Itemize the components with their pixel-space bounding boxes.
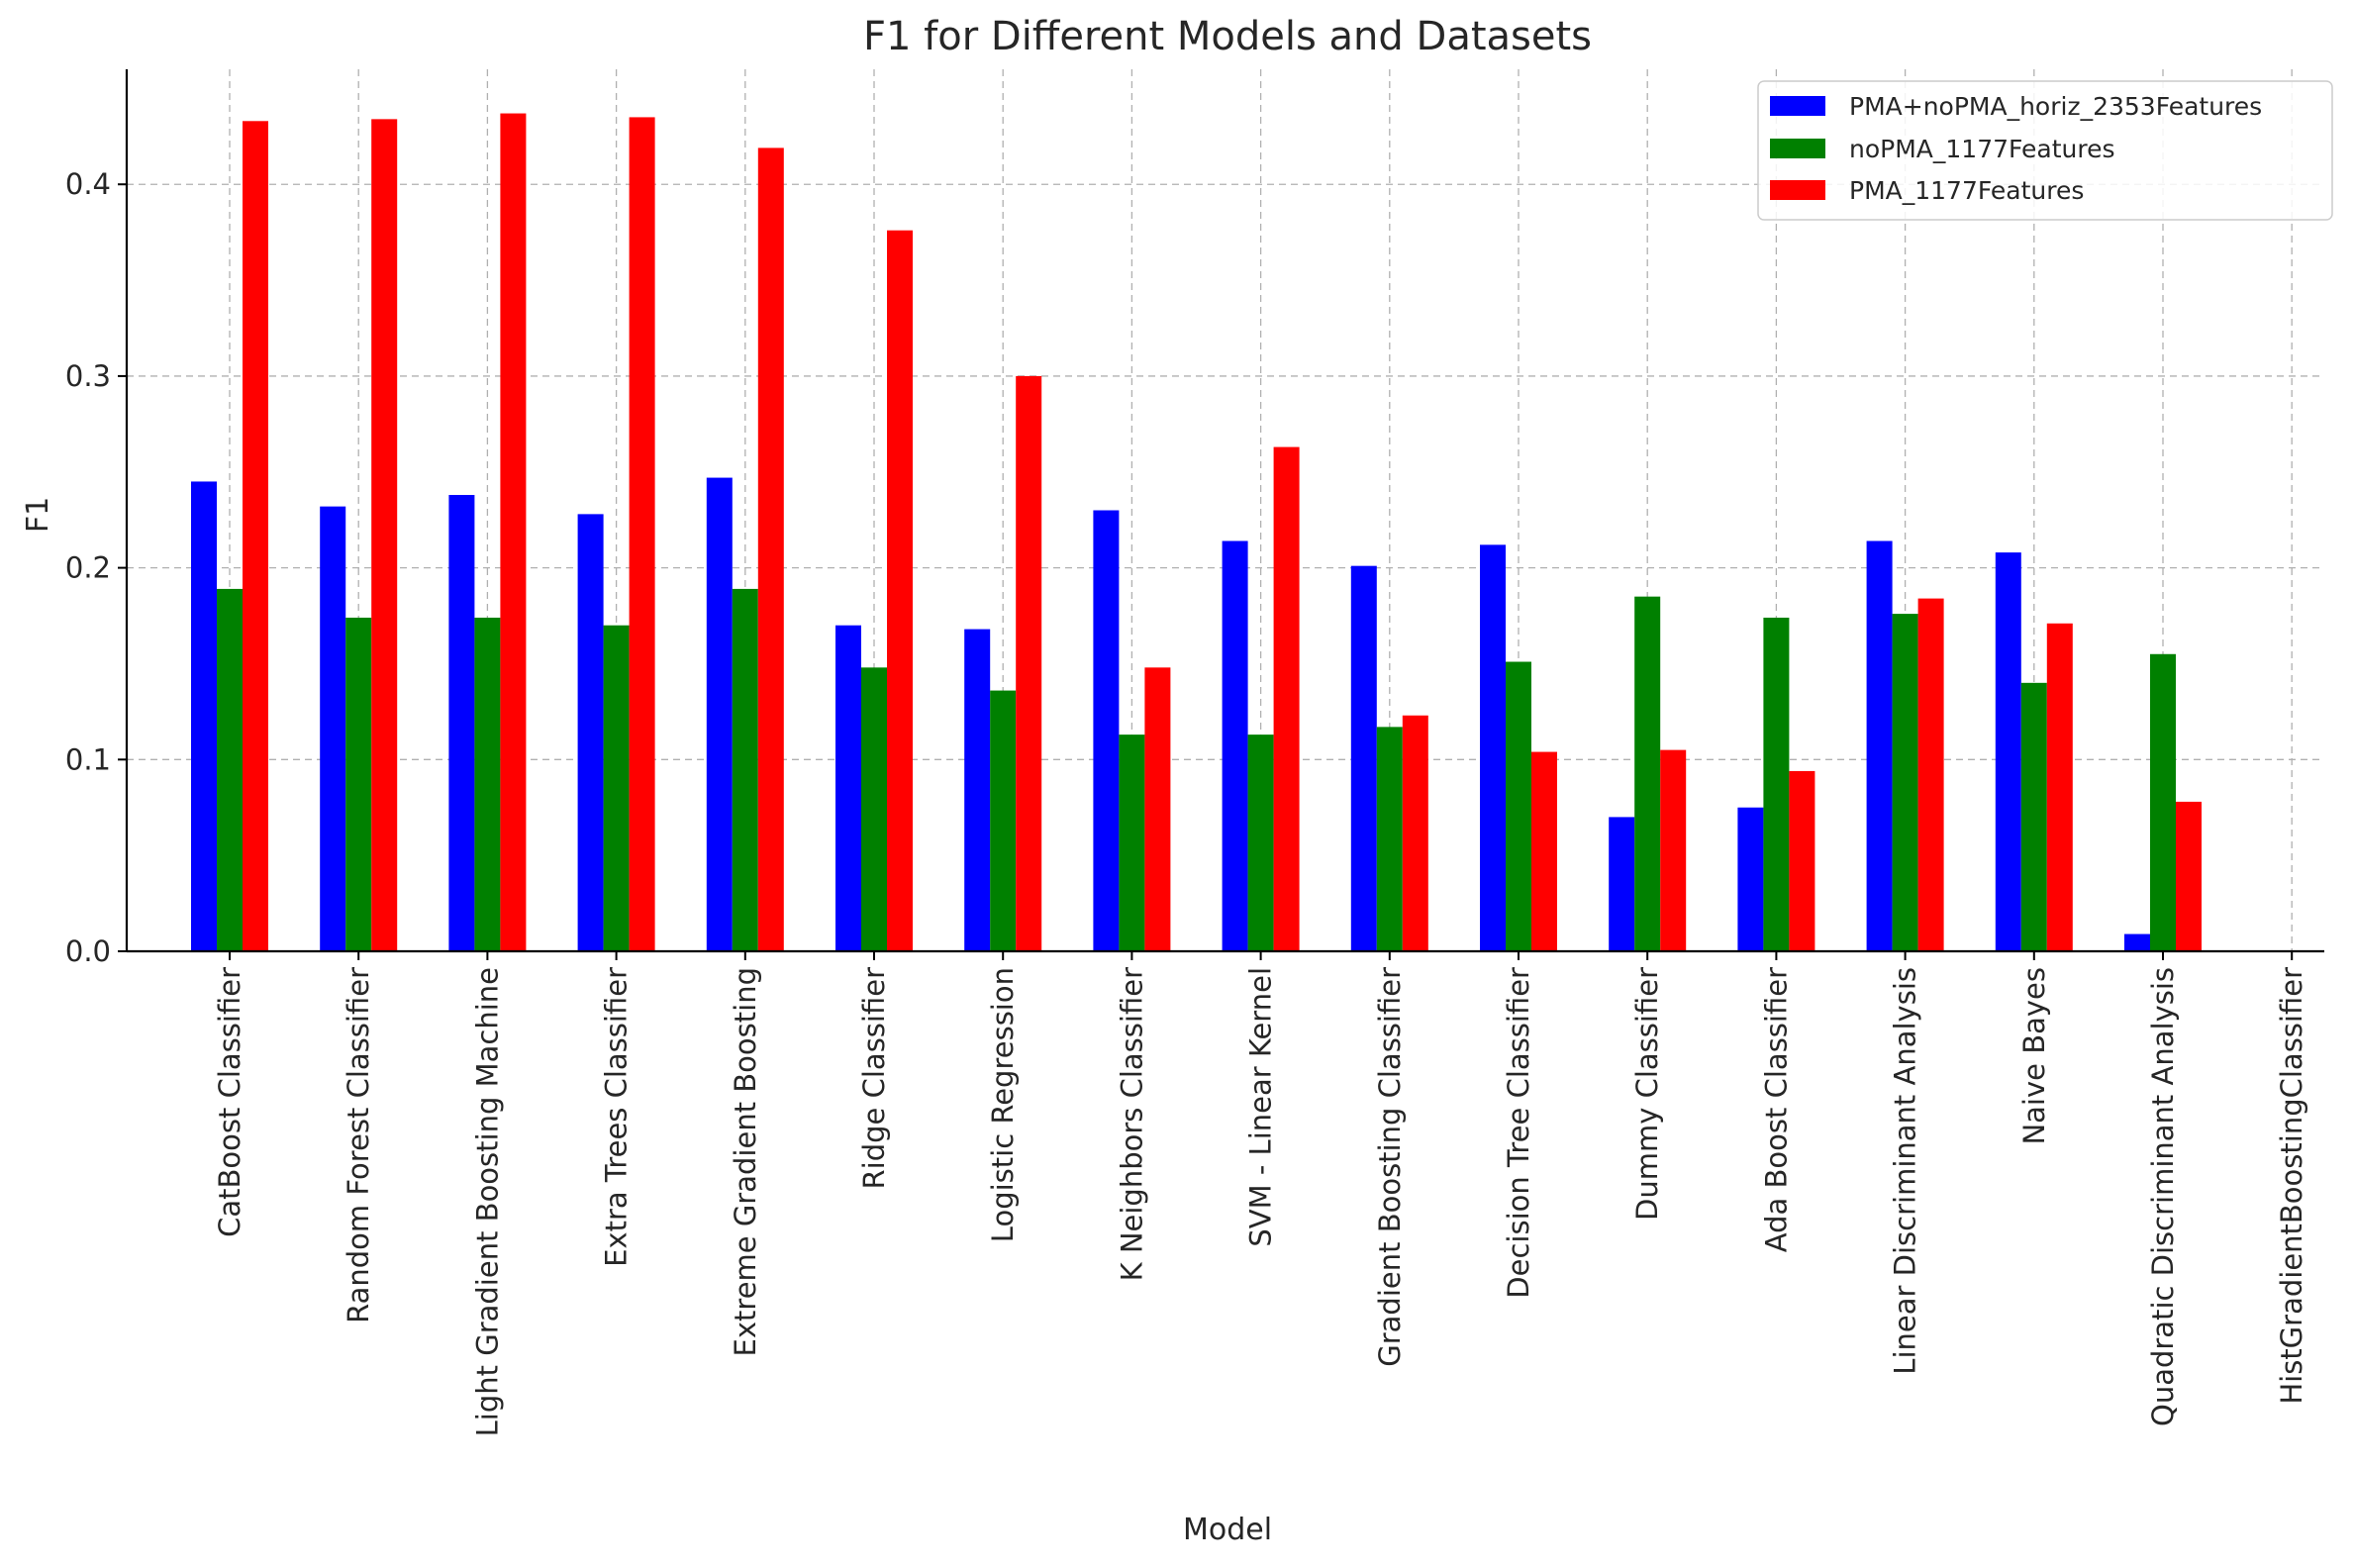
- chart-title: F1 for Different Models and Datasets: [863, 14, 1592, 59]
- y-tick-label: 0.3: [65, 359, 111, 393]
- x-tick-label: Random Forest Classifier: [342, 967, 375, 1323]
- bar-PMA_1177Features-12: [1789, 770, 1815, 951]
- x-tick-label: Logistic Regression: [986, 967, 1020, 1242]
- bar-PMA+noPMA_horiz_2353Features-14: [1995, 552, 2021, 951]
- bar-noPMA_1177Features-11: [1634, 596, 1661, 951]
- bar-noPMA_1177Features-4: [732, 588, 758, 951]
- bar-PMA_1177Features-0: [243, 121, 268, 951]
- x-tick-label: Ada Boost Classifier: [1759, 967, 1793, 1252]
- x-tick-label: Ridge Classifier: [857, 967, 891, 1190]
- bar-noPMA_1177Features-8: [1247, 735, 1274, 951]
- axis-layer: [125, 69, 2324, 953]
- legend-entry-2: PMA_1177Features: [1770, 176, 2084, 205]
- bar-layer: [191, 113, 2202, 952]
- bar-PMA_1177Features-3: [629, 117, 655, 952]
- bar-noPMA_1177Features-6: [990, 690, 1017, 951]
- bar-PMA_1177Features-15: [2176, 801, 2202, 951]
- bar-PMA_1177Features-7: [1144, 667, 1171, 951]
- x-tick-label: Extra Trees Classifier: [600, 967, 634, 1267]
- x-tick-label: K Neighbors Classifier: [1115, 967, 1148, 1281]
- bar-PMA_1177Features-14: [2046, 623, 2073, 951]
- bar-PMA+noPMA_horiz_2353Features-3: [577, 514, 604, 951]
- bar-PMA+noPMA_horiz_2353Features-15: [2124, 933, 2150, 951]
- bar-PMA_1177Features-1: [371, 119, 398, 952]
- bar-PMA_1177Features-2: [500, 113, 527, 952]
- bar-noPMA_1177Features-7: [1119, 735, 1145, 951]
- x-tick-layer: CatBoost Classifier Random Forest Classif…: [213, 951, 2308, 1436]
- x-tick-label: Dummy Classifier: [1630, 967, 1664, 1221]
- bar-PMA_1177Features-9: [1402, 715, 1428, 951]
- bar-PMA+noPMA_horiz_2353Features-4: [706, 477, 733, 951]
- legend-swatch-red: [1770, 180, 1825, 200]
- bar-PMA+noPMA_horiz_2353Features-11: [1609, 817, 1635, 951]
- x-tick-label: Decision Tree Classifier: [1502, 967, 1535, 1299]
- bar-noPMA_1177Features-9: [1376, 727, 1403, 951]
- bar-PMA+noPMA_horiz_2353Features-5: [835, 625, 861, 951]
- legend: PMA+noPMA_horiz_2353Features noPMA_1177F…: [1757, 80, 2333, 221]
- bar-PMA_1177Features-10: [1531, 751, 1557, 951]
- bar-PMA+noPMA_horiz_2353Features-13: [1866, 540, 1893, 951]
- bar-PMA+noPMA_horiz_2353Features-1: [320, 506, 346, 951]
- legend-label: PMA_1177Features: [1849, 176, 2084, 205]
- bar-noPMA_1177Features-1: [345, 617, 372, 951]
- bar-PMA+noPMA_horiz_2353Features-9: [1350, 565, 1377, 951]
- bar-PMA_1177Features-8: [1273, 446, 1300, 951]
- x-tick-label: Extreme Gradient Boosting: [729, 967, 762, 1356]
- x-tick-label: Naive Bayes: [2017, 967, 2051, 1145]
- bar-PMA+noPMA_horiz_2353Features-10: [1480, 544, 1506, 951]
- bar-PMA_1177Features-6: [1016, 375, 1042, 951]
- bar-PMA+noPMA_horiz_2353Features-2: [448, 495, 475, 951]
- bar-noPMA_1177Features-3: [603, 625, 630, 951]
- bar-noPMA_1177Features-5: [861, 667, 887, 951]
- x-tick-label: Linear Discriminant Analysis: [1889, 967, 1922, 1375]
- bar-noPMA_1177Features-10: [1506, 661, 1531, 951]
- x-tick-label: Light Gradient Boosting Machine: [470, 967, 504, 1436]
- bar-PMA_1177Features-13: [1917, 598, 1944, 951]
- bar-noPMA_1177Features-12: [1763, 617, 1790, 951]
- bar-noPMA_1177Features-0: [217, 588, 243, 951]
- bar-noPMA_1177Features-2: [474, 617, 501, 951]
- x-tick-label: Gradient Boosting Classifier: [1373, 967, 1407, 1367]
- bar-noPMA_1177Features-14: [2020, 682, 2047, 951]
- legend-entry-0: PMA+noPMA_horiz_2353Features: [1770, 92, 2262, 121]
- legend-frame: [1757, 80, 2333, 221]
- bar-PMA+noPMA_horiz_2353Features-8: [1222, 540, 1248, 951]
- x-tick-label: SVM - Linear Kernel: [1244, 967, 1278, 1247]
- x-tick-label: CatBoost Classifier: [213, 967, 246, 1237]
- y-tick-layer: 0.0 0.1 0.2 0.3 0.4: [65, 167, 127, 968]
- legend-swatch-green: [1770, 139, 1825, 158]
- y-tick-label: 0.2: [65, 551, 111, 585]
- bar-noPMA_1177Features-15: [2150, 653, 2176, 951]
- legend-label: PMA+noPMA_horiz_2353Features: [1849, 92, 2262, 121]
- bar-PMA_1177Features-11: [1660, 749, 1687, 951]
- bar-PMA+noPMA_horiz_2353Features-7: [1093, 510, 1120, 951]
- bar-PMA+noPMA_horiz_2353Features-0: [191, 481, 217, 951]
- y-tick-label: 0.0: [65, 934, 111, 968]
- x-axis-label: Model: [1183, 1513, 1272, 1547]
- legend-entry-1: noPMA_1177Features: [1770, 135, 2115, 163]
- x-tick-label: HistGradientBoostingClassifier: [2275, 967, 2308, 1405]
- bar-noPMA_1177Features-13: [1892, 614, 1918, 951]
- y-tick-label: 0.1: [65, 742, 111, 776]
- legend-swatch-blue: [1770, 96, 1825, 116]
- y-tick-label: 0.4: [65, 167, 111, 201]
- bar-PMA+noPMA_horiz_2353Features-6: [964, 629, 991, 951]
- bar-PMA_1177Features-5: [887, 230, 913, 951]
- bar-PMA_1177Features-4: [757, 147, 784, 951]
- x-tick-label: Quadratic Discriminant Analysis: [2146, 967, 2180, 1426]
- y-axis-label: F1: [21, 497, 55, 533]
- legend-label: noPMA_1177Features: [1849, 135, 2115, 163]
- bar-PMA+noPMA_horiz_2353Features-12: [1737, 807, 1764, 951]
